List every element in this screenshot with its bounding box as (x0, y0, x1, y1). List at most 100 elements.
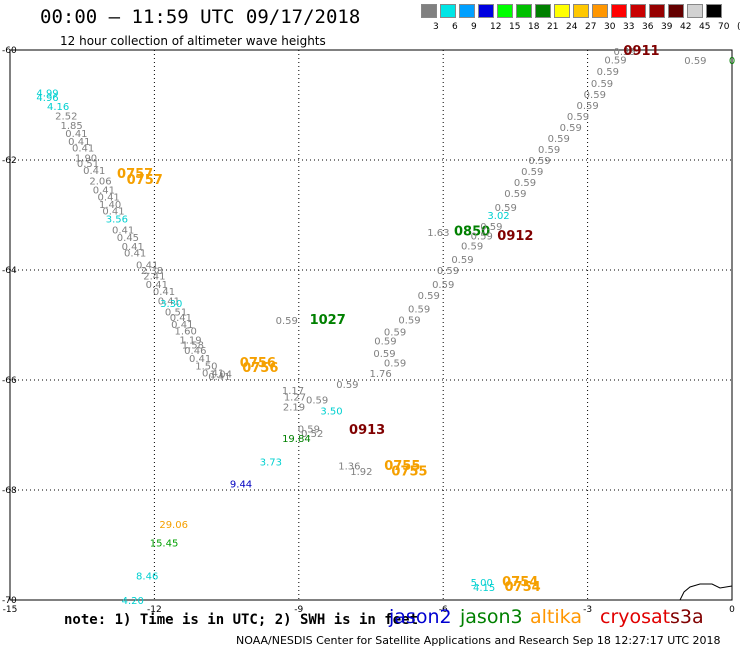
scale-swatch (497, 4, 513, 18)
scale-label: 36 (642, 22, 654, 32)
wave-height-label: 3.73 (260, 457, 282, 468)
wave-height-label: 0.59 (384, 328, 406, 339)
wave-height-label: 0.59 (614, 47, 636, 58)
scale-label: 30 (604, 22, 616, 32)
scale-label: 45 (699, 22, 711, 32)
wave-height-label: 4.96 (36, 93, 58, 104)
y-tick-label: -68 (2, 486, 17, 496)
wave-height-label: 0.41 (136, 261, 158, 272)
scale-label: 33 (623, 22, 635, 32)
scale-label: 15 (509, 22, 521, 32)
wave-height-label: 8.46 (136, 571, 158, 582)
wave-height-label: 0.41 (208, 372, 230, 383)
wave-height-label: 1.27 (284, 393, 306, 404)
scale-swatch (649, 4, 665, 18)
scale-swatch (611, 4, 627, 18)
wave-height-label: 0.59 (374, 336, 396, 347)
wave-height-label: 4.20 (122, 596, 144, 607)
scale-label: (ft) (737, 22, 740, 32)
wave-height-label: 1.19 (179, 335, 201, 346)
scale-swatch (421, 4, 437, 18)
wave-height-label: 0.41 (171, 320, 193, 331)
wave-height-label: 1.40 (99, 200, 121, 211)
scale-swatch (516, 4, 532, 18)
scale-label: 12 (490, 22, 502, 32)
wave-height-label: 3.50 (320, 406, 342, 417)
satellite-legend-item: cryosat (600, 606, 671, 628)
wave-height-label: 0.41 (146, 280, 168, 291)
wave-height-label: 1.92 (350, 467, 372, 478)
wave-height-label: 3.56 (106, 214, 128, 225)
plot-frame (9, 49, 733, 601)
wave-height-label: 0755 (384, 459, 420, 474)
wave-height-label: 0.59 (471, 231, 493, 242)
wave-height-label: 0.41 (189, 354, 211, 365)
wave-height-label: 0.41 (83, 166, 105, 177)
wave-height-label: 4.16 (47, 102, 69, 113)
wave-height-label: 2.41 (143, 272, 165, 283)
wave-height-label: 0.59 (398, 316, 420, 327)
scale-swatch (535, 4, 551, 18)
wave-height-label: 0.59 (528, 156, 550, 167)
altimeter-scatter-plot: -15 -12 -9 -6 -3 0-60-62-64-66-68-704.994.964… (2, 44, 735, 612)
wave-height-label: 0756 (242, 361, 278, 376)
wave-height-label: 0.59 (480, 222, 502, 233)
wave-height-label: 0.51 (77, 159, 99, 170)
wave-height-label: 0.41 (72, 143, 94, 154)
wave-height-label: 0.59 (451, 255, 473, 266)
wave-height-label: 0.41 (122, 242, 144, 253)
wave-height-label: 0.41 (65, 129, 87, 140)
wave-height-label: 0.59 (336, 380, 358, 391)
wave-height-label: 0.59 (495, 203, 517, 214)
wave-height-label: 0912 (497, 229, 533, 244)
wave-height-label: 0.59 (418, 291, 440, 302)
wave-height-label: 1.50 (195, 362, 217, 373)
wave-height-label: 0.59 (576, 101, 598, 112)
x-tick-label: -12 (147, 605, 162, 612)
wave-height-label: 0.59 (504, 189, 526, 200)
wave-height-label: 2.19 (283, 402, 305, 413)
scale-swatch (706, 4, 722, 18)
wave-height-label: 5.00 (471, 578, 493, 589)
coastline (679, 583, 733, 601)
wave-height-label: 0 (729, 56, 735, 67)
wave-height-label: 1.60 (175, 327, 197, 338)
wave-height-label: 1027 (310, 313, 346, 328)
scale-label: 21 (547, 22, 559, 32)
wave-height-label: 2.06 (89, 176, 111, 187)
wave-height-label: 0.41 (158, 296, 180, 307)
scale-label: 24 (566, 22, 578, 32)
wave-height-label: 1.36 (338, 461, 360, 472)
wave-height-label: 0913 (349, 423, 385, 438)
wave-height-label: 0756 (240, 356, 276, 371)
scale-swatch (668, 4, 684, 18)
wave-height-label: 0755 (391, 464, 427, 479)
wave-height-label: 3.02 (487, 211, 509, 222)
y-tick-label: -62 (2, 156, 17, 166)
scale-label: 9 (471, 22, 477, 32)
x-tick-label: -9 (294, 605, 303, 612)
wave-height-label: 4.15 (473, 583, 495, 594)
wave-height-label: 1.76 (369, 369, 391, 380)
wave-height-label: 0.59 (560, 123, 582, 134)
wave-height-label: 4.99 (36, 88, 58, 99)
wave-height-label: 0.41 (93, 186, 115, 197)
satellite-legend-item: s3a (670, 606, 704, 628)
wave-height-label: 0.59 (591, 79, 613, 90)
wave-height-label: 0.41 (124, 248, 146, 259)
wave-height-label: 0.41 (68, 137, 90, 148)
wave-height-label: 0.41 (98, 192, 120, 203)
wave-height-label: 0911 (623, 44, 659, 59)
wave-height-label: 0.59 (276, 316, 298, 327)
wave-height-label: 9.44 (230, 479, 252, 490)
y-tick-label: -66 (2, 376, 17, 386)
y-tick-label: -64 (2, 266, 17, 276)
satellite-legend-item: jason3 (460, 606, 523, 628)
scale-label: 27 (585, 22, 597, 32)
wave-height-label: 1.58 (182, 340, 204, 351)
scale-swatch (440, 4, 456, 18)
scale-label: 42 (680, 22, 692, 32)
scale-swatch (687, 4, 703, 18)
wave-height-label: 0.41 (153, 287, 175, 298)
x-tick-label: -3 (583, 605, 592, 612)
